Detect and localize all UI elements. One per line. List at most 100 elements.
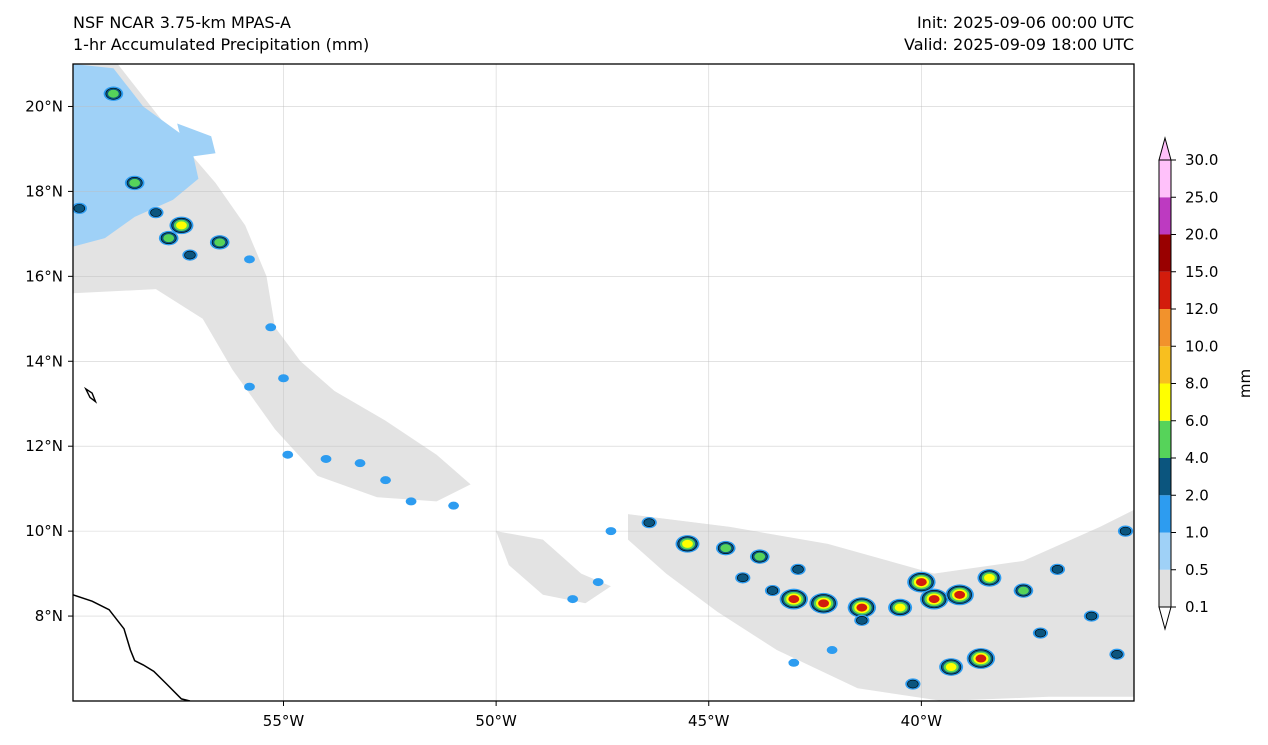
colorbar-segment [1159, 346, 1171, 384]
precip-cell-ring [107, 89, 119, 98]
precip-cell [605, 527, 617, 536]
precip-cell-ring [818, 599, 829, 608]
precip-cell-ring [975, 654, 987, 663]
precip-cell-ring [826, 646, 838, 655]
colorbar-level-label: 30.0 [1185, 151, 1218, 169]
precip-cell-ring [720, 544, 732, 553]
precip-cell [749, 549, 770, 564]
colorbar-unit-label: mm [1236, 369, 1254, 398]
precip-cell [103, 86, 124, 101]
colorbar-level-label: 4.0 [1185, 449, 1209, 467]
precip-cell [158, 230, 179, 246]
precip-cell-ring [984, 573, 995, 582]
precip-cell-ring [945, 663, 957, 672]
colorbar-level-label: 1.0 [1185, 524, 1209, 542]
precip-cell [124, 175, 145, 191]
precip-cell-ring [244, 382, 255, 391]
precip-cell-ring [907, 679, 919, 689]
precip-cell-ring [592, 578, 604, 587]
colorbar-level-label: 0.1 [1185, 598, 1209, 616]
precip-cell-ring [915, 578, 927, 587]
precip-cell-ring [380, 476, 391, 485]
precip-cell [977, 569, 1002, 587]
longitude-axis: 55°W 50°W 45°W 40°W [263, 701, 942, 730]
lat-tick-label: 18°N [25, 182, 63, 200]
precip-cell [1049, 563, 1066, 575]
colorbar-segment [1159, 197, 1171, 235]
precip-cell-ring [184, 250, 196, 260]
precip-cell-ring [856, 603, 868, 612]
colorbar-segment [1159, 420, 1171, 458]
precip-cell-ring [682, 539, 693, 548]
field-title: 1-hr Accumulated Precipitation (mm) [73, 35, 370, 54]
precip-cell-ring [643, 518, 655, 527]
precip-cell-ring [176, 221, 187, 230]
precip-cell [567, 595, 579, 604]
colorbar-segment [1159, 458, 1171, 496]
precip-cell-ring [954, 590, 966, 599]
precip-cell-ring [265, 323, 277, 332]
colorbar-segment [1159, 383, 1171, 421]
lon-tick-label: 55°W [263, 712, 305, 730]
precip-cell [1083, 610, 1100, 622]
precip-cell-ring [1018, 586, 1029, 595]
colorbar-min-arrow [1158, 606, 1172, 631]
precip-cell-ring [792, 565, 804, 574]
precip-cell [907, 571, 936, 593]
colorbar-level-label: 6.0 [1185, 412, 1209, 430]
lon-tick-label: 45°W [688, 712, 730, 730]
map-content [73, 64, 1134, 701]
precip-cell [788, 658, 800, 667]
precip-cell-ring [737, 573, 749, 583]
precip-cell-ring [928, 595, 940, 604]
lon-tick-label: 50°W [475, 712, 517, 730]
precip-cell-ring [354, 459, 366, 468]
precip-cell [1117, 525, 1134, 537]
precip-cell [939, 658, 964, 676]
precip-cell [320, 454, 332, 463]
precip-cell-ring [163, 234, 175, 243]
precip-cell [675, 535, 700, 553]
precip-cell [847, 597, 877, 618]
precip-cell [779, 588, 808, 610]
colorbar-segment [1159, 160, 1171, 198]
precip-cell-ring [405, 497, 417, 506]
precip-cell [735, 572, 751, 584]
valid-time: Valid: 2025-09-09 18:00 UTC [903, 35, 1134, 54]
precip-cell-ring [278, 374, 289, 383]
colorbar-segment [1159, 234, 1171, 272]
precip-cell [1013, 583, 1034, 598]
precip-cell [278, 374, 289, 383]
colorbar-segment [1159, 532, 1171, 570]
colorbar: 0.1 0.5 1.0 2.0 4.0 6.0 8.0 10.0 12.0 15.0 20.0 25.… [1158, 136, 1254, 631]
precip-cell [888, 598, 913, 617]
colorbar-level-label: 2.0 [1185, 486, 1209, 504]
light-blue-precip-region [177, 123, 216, 158]
lat-tick-label: 20°N [25, 97, 63, 115]
precip-cell [380, 476, 391, 485]
colorbar-level-label: 10.0 [1185, 337, 1218, 355]
precip-cell-ring [567, 595, 579, 604]
precip-cell-ring [129, 178, 141, 187]
lat-tick-label: 8°N [35, 607, 63, 625]
precip-cell [592, 578, 604, 587]
precip-cell-ring [1119, 526, 1132, 536]
precip-cell-ring [448, 501, 459, 510]
colorbar-segment [1159, 569, 1171, 607]
precip-cell-ring [766, 586, 779, 595]
precip-cell-ring [320, 454, 332, 463]
colorbar-level-label: 12.0 [1185, 300, 1218, 318]
model-title: NSF NCAR 3.75-km MPAS-A [73, 13, 291, 32]
precip-cell [209, 235, 230, 250]
precip-cell-ring [1085, 611, 1098, 621]
precip-cell [73, 202, 87, 214]
colorbar-level-label: 8.0 [1185, 375, 1209, 393]
precip-cell-ring [754, 552, 766, 561]
precip-cell-ring [856, 616, 868, 625]
precip-cell [764, 584, 781, 597]
convective-cells [73, 86, 1134, 690]
precip-cell [448, 501, 459, 510]
coastlines [73, 386, 191, 701]
precip-cell [405, 497, 417, 506]
precip-cell [854, 614, 870, 626]
